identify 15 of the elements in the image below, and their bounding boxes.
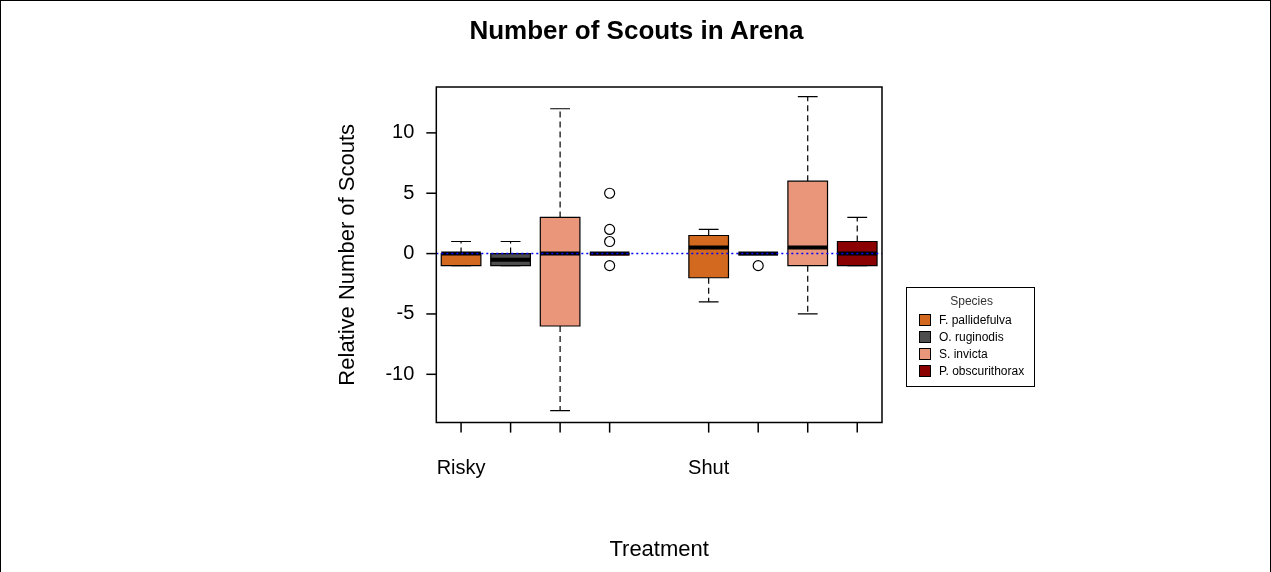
- legend-label: P. obscurithorax: [939, 362, 1025, 380]
- y-tick-label: 10: [392, 120, 415, 143]
- x-axis-title: Treatment: [609, 535, 709, 561]
- y-axis-title: Relative Number of Scouts: [334, 123, 360, 386]
- y-tick-label: 5: [403, 180, 415, 203]
- legend-title: Species: [949, 293, 994, 308]
- legend-label: F. pallidefulva: [939, 311, 1012, 329]
- y-tick-label: -5: [396, 301, 415, 324]
- legend-label: S. invicta: [939, 345, 988, 363]
- x-tick-label: Risky: [436, 456, 486, 479]
- y-tick-label: -10: [385, 361, 415, 384]
- legend-label: O. ruginodis: [939, 328, 1004, 346]
- chart-title: Number of Scouts in Arena: [468, 15, 805, 46]
- x-tick-label: Shut: [688, 456, 730, 479]
- y-tick-label: 0: [403, 241, 415, 264]
